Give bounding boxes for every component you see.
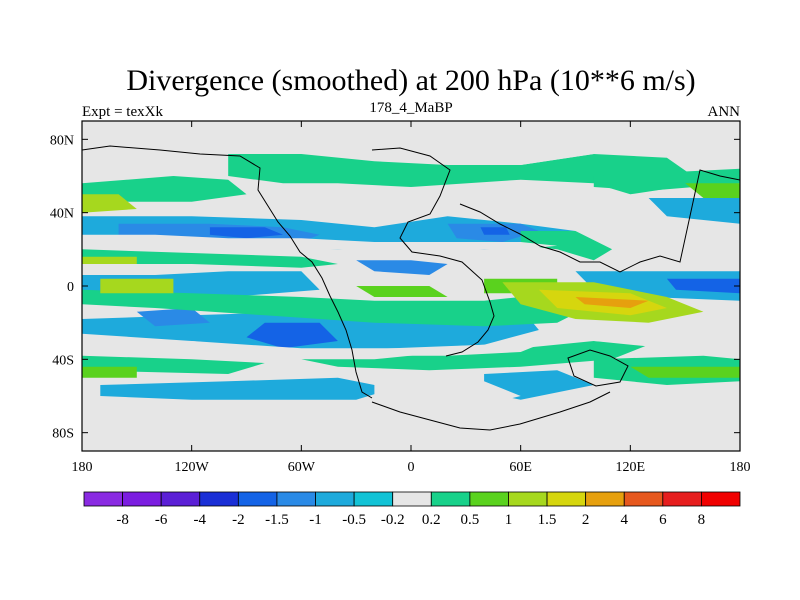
colorbar-swatch (701, 491, 741, 507)
colorbar-label: 2 (582, 512, 590, 528)
coastline-antarctica (371, 391, 611, 431)
coastline-layer (82, 145, 740, 431)
contour-region-2 (209, 227, 284, 239)
coastline-australia (567, 349, 629, 387)
colorbar-label: -1 (309, 512, 322, 528)
contour-region-8 (246, 322, 338, 349)
contour-region-33 (520, 231, 613, 261)
x-tick-label: 180 (72, 460, 93, 475)
contour-region-38 (82, 403, 740, 451)
chart-title: Divergence (smoothed) at 200 hPa (10**6 … (126, 64, 695, 97)
contour-region-35 (82, 132, 740, 165)
contour-region-37 (82, 337, 558, 360)
contour-region-16 (228, 154, 704, 195)
contour-region-21 (100, 278, 174, 294)
contour-region-34 (685, 183, 740, 198)
colorbar-swatch (160, 491, 201, 507)
colorbar-swatch (546, 491, 587, 507)
contour-region-20 (82, 289, 594, 327)
x-tick-label: 120W (175, 460, 210, 475)
contour-region-17 (82, 194, 137, 213)
contour-region-15 (82, 176, 247, 202)
contour-region-19 (82, 256, 137, 264)
colorbar-swatch (662, 491, 702, 507)
x-tick-label: 180 (730, 460, 751, 475)
colorbar-label: 8 (698, 512, 706, 528)
x-tick-label: 60W (288, 460, 316, 475)
coastline-africa-europe (371, 147, 495, 357)
colorbar-swatch (353, 491, 394, 507)
colorbar-swatch (508, 491, 548, 507)
colorbar-swatch (430, 491, 471, 507)
y-tick-label: 80S (52, 427, 74, 442)
contour-region-27 (301, 341, 649, 371)
y-tick-label: 40N (50, 207, 74, 222)
colorbar-swatch (276, 491, 316, 507)
subtitle-center: 178_4_MaBP (369, 100, 452, 116)
y-tick-label: 0 (67, 280, 74, 295)
x-tick-label: 60E (509, 460, 532, 475)
colorbar-label: 1 (505, 512, 513, 528)
coastline-asia (459, 169, 740, 273)
contour-region-40 (593, 326, 740, 349)
contour-region-12 (648, 198, 740, 224)
contour-region-26 (575, 297, 649, 308)
contour-region-18 (82, 249, 338, 268)
colorbar-label: -4 (194, 512, 207, 528)
colorbar-label: -2 (232, 512, 245, 528)
contour-region-7 (136, 308, 210, 327)
colorbar-label: 0.5 (461, 512, 480, 528)
y-axis: 80N 40N 0 40S 80S (50, 133, 740, 442)
contour-region-13 (575, 271, 740, 301)
colorbar-swatch (469, 491, 509, 507)
colorbar-label: -8 (116, 512, 129, 528)
colorbar-label: 6 (659, 512, 667, 528)
colorbar-swatch (315, 491, 355, 507)
y-tick-label: 80N (50, 133, 74, 148)
season-label: ANN (708, 104, 741, 120)
contour-region-22 (356, 286, 448, 297)
colorbar-swatch (392, 491, 432, 507)
contour-region-39 (374, 377, 521, 415)
contour-region-11 (356, 260, 448, 275)
experiment-label: Expt = texXk (82, 104, 163, 120)
colorbar-swatch (585, 491, 625, 507)
colorbar-swatch (199, 491, 239, 507)
colorbar-swatch (83, 491, 123, 507)
contour-region-14 (666, 278, 740, 294)
contour-region-4 (480, 227, 510, 235)
coastline-americas (82, 145, 373, 399)
colorbar-label: -1.5 (265, 512, 289, 528)
colorbar-label: 4 (620, 512, 628, 528)
contour-region-31 (630, 366, 740, 378)
colorbar-label: -0.2 (381, 512, 405, 528)
x-axis: 180 120W 60W 0 60E 120E 180 (72, 121, 751, 475)
y-tick-label: 40S (52, 353, 74, 368)
colorbar-label: -6 (155, 512, 168, 528)
colorbar: -8 -6 -4 -2 -1.5 -1 -0.5 -0.2 0.2 0.5 1 1.5 2 4 6 8 (83, 491, 741, 528)
contour-region-30 (82, 366, 137, 378)
colorbar-swatch (237, 491, 278, 507)
contour-fill-layer (82, 121, 740, 451)
x-tick-label: 120E (616, 460, 646, 475)
colorbar-label: -0.5 (342, 512, 366, 528)
contour-region-9 (100, 377, 393, 400)
colorbar-label: 0.2 (422, 512, 441, 528)
x-tick-label: 0 (408, 460, 415, 475)
contour-region-36 (82, 234, 558, 250)
colorbar-swatch (122, 491, 162, 507)
colorbar-swatch (623, 491, 664, 507)
colorbar-label: 1.5 (538, 512, 557, 528)
